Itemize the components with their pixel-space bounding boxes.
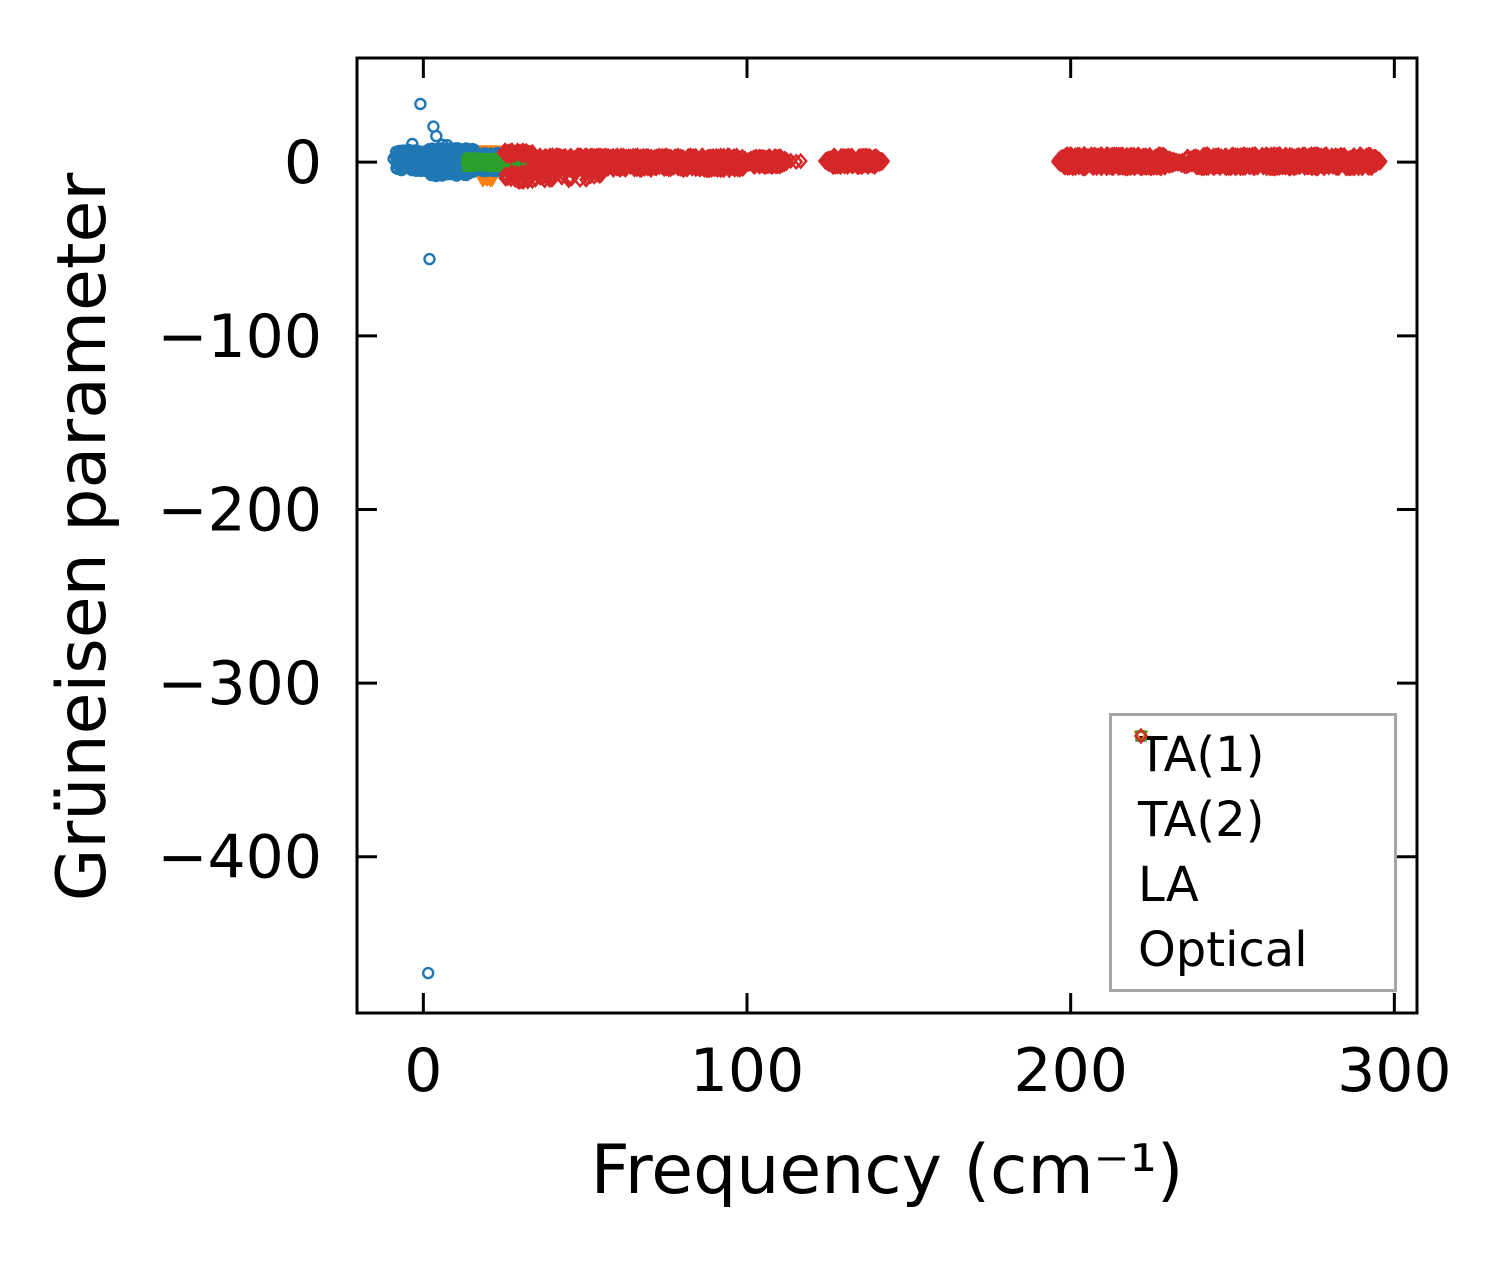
series-TA(1) xyxy=(387,97,522,980)
y-tick-label: −400 xyxy=(157,823,322,893)
legend-item-la: LA xyxy=(1128,730,1388,917)
legend-label: Optical xyxy=(1138,922,1308,979)
plot-frame xyxy=(355,56,1419,1015)
series-Optical xyxy=(496,142,1388,190)
legend-label: TA(1) xyxy=(1138,726,1265,783)
legend-item-ta1: TA(1) xyxy=(1128,723,1388,787)
y-tick-label: 0 xyxy=(284,128,322,198)
x-tick-label: 0 xyxy=(404,1036,442,1106)
axis-ticks: 0 100 200 300 0 −100 −200 −300 −400 xyxy=(157,58,1452,1106)
y-tick-label: −300 xyxy=(157,649,322,719)
x-tick-label: 100 xyxy=(690,1036,805,1106)
legend: TA(1) TA(2) LA Optical xyxy=(1109,713,1397,992)
x-tick-label: 300 xyxy=(1337,1036,1452,1106)
plot-area xyxy=(387,97,1388,980)
legend-label: LA xyxy=(1138,857,1199,914)
y-axis-title: Grüneisen parameter xyxy=(43,173,122,902)
optical-diamond-icon xyxy=(1133,727,1149,745)
x-axis-title: Frequency (cm⁻¹) xyxy=(591,1131,1184,1210)
x-tick-label: 200 xyxy=(1013,1036,1128,1106)
legend-item-optical: Optical xyxy=(1128,727,1388,982)
y-tick-label: −200 xyxy=(157,475,322,545)
legend-item-ta2: TA(2) xyxy=(1128,730,1388,852)
y-tick-label: −100 xyxy=(157,302,322,372)
legend-label: TA(2) xyxy=(1138,791,1265,848)
diamond-glyph xyxy=(1133,727,1149,745)
